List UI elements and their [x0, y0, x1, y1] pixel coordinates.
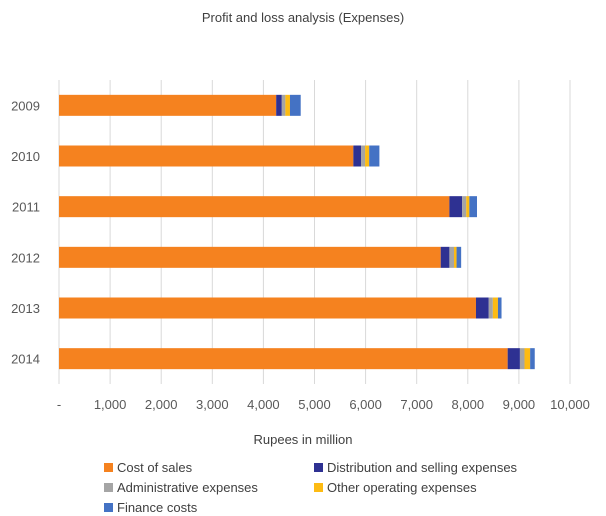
y-tick-label: 2011 [12, 200, 40, 215]
legend-label: Finance costs [117, 500, 198, 515]
y-tick-label: 2012 [11, 250, 40, 265]
bar-segment [492, 297, 498, 319]
legend-item: Distribution and selling expenses [314, 460, 517, 475]
y-tick-label: 2010 [11, 149, 40, 164]
legend-swatch [104, 463, 113, 472]
bar-segment [365, 145, 370, 167]
legend-swatch [104, 503, 113, 512]
x-tick-label: 8,000 [452, 397, 485, 412]
bar-segment [289, 94, 301, 116]
bar-segment [361, 145, 366, 167]
bar-segment [59, 94, 277, 116]
bar-segment [454, 246, 457, 268]
chart-title: Profit and loss analysis (Expenses) [201, 10, 405, 25]
legend-label: Cost of sales [117, 460, 193, 475]
x-tick-label: 2,000 [145, 397, 178, 412]
bar-segment [466, 196, 470, 218]
bar-segment [59, 246, 441, 268]
bar-segment [449, 196, 463, 218]
bar-segment [59, 297, 476, 319]
x-tick-label: 7,000 [400, 397, 433, 412]
legend-item: Other operating expenses [314, 480, 477, 495]
bar-segment [285, 94, 290, 116]
bar-segment [276, 94, 282, 116]
y-tick-label: 2013 [11, 301, 40, 316]
x-tick-label: 3,000 [196, 397, 229, 412]
legend-label: Administrative expenses [117, 480, 258, 495]
x-axis-label: Rupees in million [253, 432, 353, 447]
bar-segment [456, 246, 462, 268]
x-tick-label: - [57, 397, 61, 412]
bar-segment [530, 348, 535, 370]
y-tick-label: 2009 [11, 98, 40, 113]
bar-segment [449, 246, 455, 268]
legend-item: Cost of sales [104, 460, 192, 475]
bar-segment [440, 246, 450, 268]
bar-segment [469, 196, 477, 218]
x-tick-label: 5,000 [298, 397, 331, 412]
bar-segment [488, 297, 493, 319]
legend-item: Finance costs [104, 500, 197, 515]
y-tick-label: 2014 [11, 352, 40, 367]
bar-segment [369, 145, 380, 167]
x-tick-label: 9,000 [503, 397, 536, 412]
bar-segment [59, 348, 508, 370]
bar-segment [524, 348, 531, 370]
x-tick-label: 6,000 [349, 397, 382, 412]
legend-label: Other operating expenses [327, 480, 477, 495]
x-tick-label: 1,000 [94, 397, 127, 412]
x-tick-label: 10,000 [550, 397, 590, 412]
bar-segment [59, 196, 450, 218]
bar-segment [519, 348, 525, 370]
legend-item: Administrative expenses [104, 480, 258, 495]
bar-segment [353, 145, 362, 167]
bar-segment [475, 297, 489, 319]
bar-segment [507, 348, 520, 370]
bar-segment [462, 196, 467, 218]
legend-label: Distribution and selling expenses [327, 460, 518, 475]
legend-swatch [314, 463, 323, 472]
bar-segment [59, 145, 354, 167]
x-tick-label: 4,000 [247, 397, 280, 412]
legend-swatch [314, 483, 323, 492]
bar-segment [497, 297, 502, 319]
legend-swatch [104, 483, 113, 492]
bar-segment [281, 94, 286, 116]
